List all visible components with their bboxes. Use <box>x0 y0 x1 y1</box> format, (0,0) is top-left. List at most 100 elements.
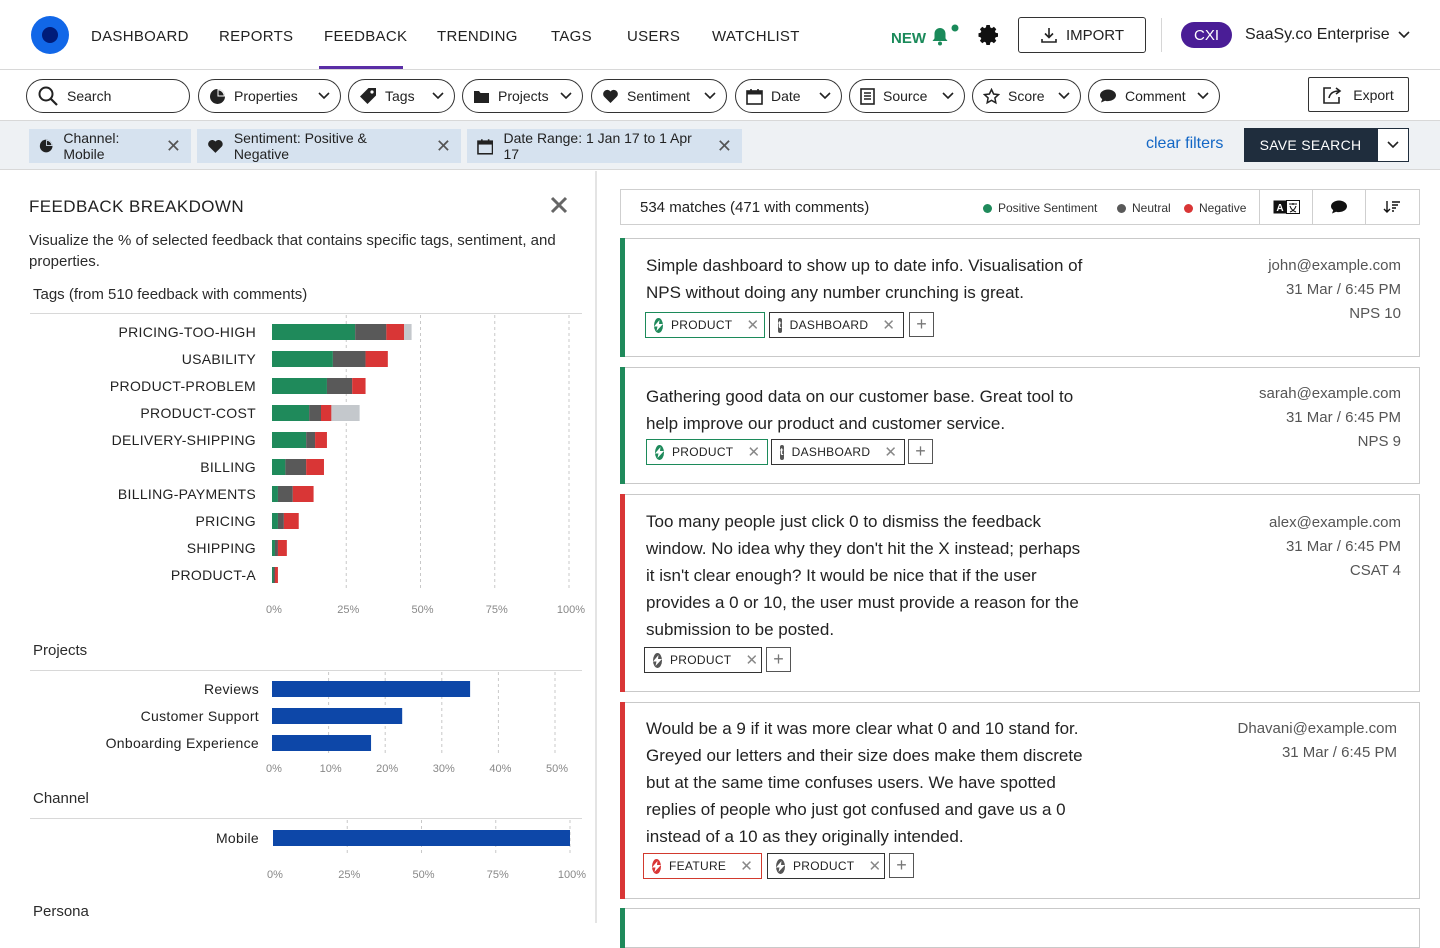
add-tag-button[interactable]: + <box>909 312 934 337</box>
comment-dropdown[interactable]: Comment <box>1088 79 1220 113</box>
feedback-card[interactable]: Gathering good data on our customer base… <box>620 367 1420 484</box>
bar-segment <box>277 513 284 529</box>
topic-icon: t <box>780 444 784 460</box>
score-dropdown[interactable]: Score <box>972 79 1081 113</box>
pie-icon <box>210 88 225 104</box>
nav-tags[interactable]: TAGS <box>551 28 592 45</box>
bar-segment <box>285 459 307 475</box>
x-tick-label: 0% <box>267 869 283 881</box>
feedback-card[interactable] <box>620 908 1420 948</box>
close-icon[interactable] <box>549 195 569 215</box>
bar-segment <box>321 405 332 421</box>
remove-tag-icon[interactable]: ✕ <box>745 652 759 669</box>
bar-segment <box>292 486 314 502</box>
tag-product[interactable]: PRODUCT ✕ <box>767 853 885 879</box>
sentiment-dropdown[interactable]: Sentiment <box>591 79 727 113</box>
category-label: Customer Support <box>141 708 259 724</box>
nav-watchlist[interactable]: WATCHLIST <box>712 28 800 45</box>
remove-filter-icon[interactable]: ✕ <box>165 135 181 156</box>
feedback-score: CSAT 4 <box>1349 562 1401 579</box>
remove-filter-icon[interactable]: ✕ <box>716 135 732 156</box>
bar-segment <box>352 378 366 394</box>
divider <box>30 818 582 819</box>
bar-segment <box>272 459 286 475</box>
lightning-icon <box>654 317 663 333</box>
document-icon <box>860 87 875 105</box>
heart-icon <box>208 139 223 153</box>
author-email: Dhavani@example.com <box>1237 720 1397 737</box>
tag-feature[interactable]: FEATURE ✕ <box>643 853 762 879</box>
x-tick-label: 0% <box>266 604 282 616</box>
properties-label: Properties <box>234 88 298 104</box>
settings-gear-icon[interactable] <box>977 23 1001 47</box>
feedback-card[interactable]: Simple dashboard to show up to date info… <box>620 238 1420 357</box>
remove-filter-icon[interactable]: ✕ <box>435 135 451 156</box>
feedback-meta: sarah@example.com 31 Mar / 6:45 PM NPS 9 <box>1259 382 1401 454</box>
feedback-breakdown-panel: FEEDBACK BREAKDOWN Visualize the % of se… <box>0 171 597 923</box>
nav-feedback[interactable]: FEEDBACK <box>324 28 408 45</box>
x-tick-label: 30% <box>433 763 455 775</box>
category-label: Reviews <box>204 681 259 697</box>
tag-product[interactable]: PRODUCT ✕ <box>644 647 762 673</box>
date-dropdown[interactable]: Date <box>735 79 842 113</box>
tag-dashboard[interactable]: t DASHBOARD ✕ <box>771 439 905 465</box>
nav-trending[interactable]: TRENDING <box>437 28 518 45</box>
tag-dashboard[interactable]: t DASHBOARD ✕ <box>769 312 904 338</box>
filter-chip-channel: Channel: Mobile ✕ <box>29 129 191 163</box>
nav-users[interactable]: USERS <box>627 28 681 45</box>
org-switcher[interactable]: SaaSy.co Enterprise <box>1245 26 1410 44</box>
sentiment-indicator <box>620 702 625 899</box>
comment-icon <box>1100 89 1116 103</box>
translate-button[interactable]: A <box>1259 190 1312 224</box>
feedback-card[interactable]: Too many people just click 0 to dismiss … <box>620 494 1420 692</box>
add-tag-button[interactable]: + <box>889 853 914 878</box>
category-label: PRICING <box>196 513 256 529</box>
bar-segment <box>274 567 278 583</box>
source-dropdown[interactable]: Source <box>849 79 965 113</box>
category-label: PRODUCT-A <box>171 567 257 583</box>
feedback-date: 31 Mar / 6:45 PM <box>1285 281 1401 298</box>
properties-dropdown[interactable]: Properties <box>198 79 341 113</box>
feedback-score: NPS 10 <box>1349 305 1401 322</box>
remove-tag-icon[interactable]: ✕ <box>746 317 760 334</box>
save-search-control: SAVE SEARCH <box>1244 128 1409 162</box>
x-tick-label: 50% <box>412 869 434 881</box>
export-label: Export <box>1353 86 1394 103</box>
projects-section-heading: Projects <box>33 642 88 659</box>
add-tag-button[interactable]: + <box>766 647 791 672</box>
notification-bell-icon[interactable] <box>928 24 960 48</box>
projects-dropdown[interactable]: Projects <box>462 79 583 113</box>
translate-icon: A <box>1273 200 1300 214</box>
feedback-card[interactable]: Would be a 9 if it was more clear what 0… <box>620 702 1420 899</box>
search-input[interactable]: Search <box>26 79 190 113</box>
category-label: PRODUCT-PROBLEM <box>110 378 256 394</box>
chevron-down-icon <box>1197 92 1209 100</box>
comments-toggle-button[interactable] <box>1312 190 1365 224</box>
sort-button[interactable] <box>1365 190 1418 224</box>
x-tick-label: 25% <box>338 869 360 881</box>
remove-tag-icon[interactable]: ✕ <box>740 858 754 875</box>
feedback-meta: alex@example.com 31 Mar / 6:45 PM CSAT 4 <box>1269 511 1401 583</box>
import-button[interactable]: IMPORT <box>1018 17 1146 53</box>
x-tick-label: 20% <box>376 763 398 775</box>
channel-section-heading: Channel <box>33 790 89 807</box>
feedback-meta: Dhavani@example.com 31 Mar / 6:45 PM <box>1238 717 1397 765</box>
tags-dropdown[interactable]: Tags <box>348 79 455 113</box>
remove-tag-icon[interactable]: ✕ <box>868 858 882 875</box>
tag-product[interactable]: PRODUCT ✕ <box>646 439 768 465</box>
remove-tag-icon[interactable]: ✕ <box>747 444 761 461</box>
app-logo[interactable] <box>31 16 69 54</box>
author-email: john@example.com <box>1268 257 1401 274</box>
save-search-menu-button[interactable] <box>1377 128 1409 162</box>
tag-product[interactable]: PRODUCT ✕ <box>645 312 765 338</box>
remove-tag-icon[interactable]: ✕ <box>882 317 896 334</box>
save-search-button[interactable]: SAVE SEARCH <box>1244 128 1377 162</box>
remove-tag-icon[interactable]: ✕ <box>884 444 898 461</box>
clear-filters-link[interactable]: clear filters <box>1146 135 1224 152</box>
bar-segment <box>331 405 360 421</box>
nav-reports[interactable]: REPORTS <box>219 28 294 45</box>
bar-segment <box>283 513 299 529</box>
nav-dashboard[interactable]: DASHBOARD <box>91 28 189 45</box>
export-button[interactable]: Export <box>1308 77 1409 112</box>
add-tag-button[interactable]: + <box>908 439 933 464</box>
